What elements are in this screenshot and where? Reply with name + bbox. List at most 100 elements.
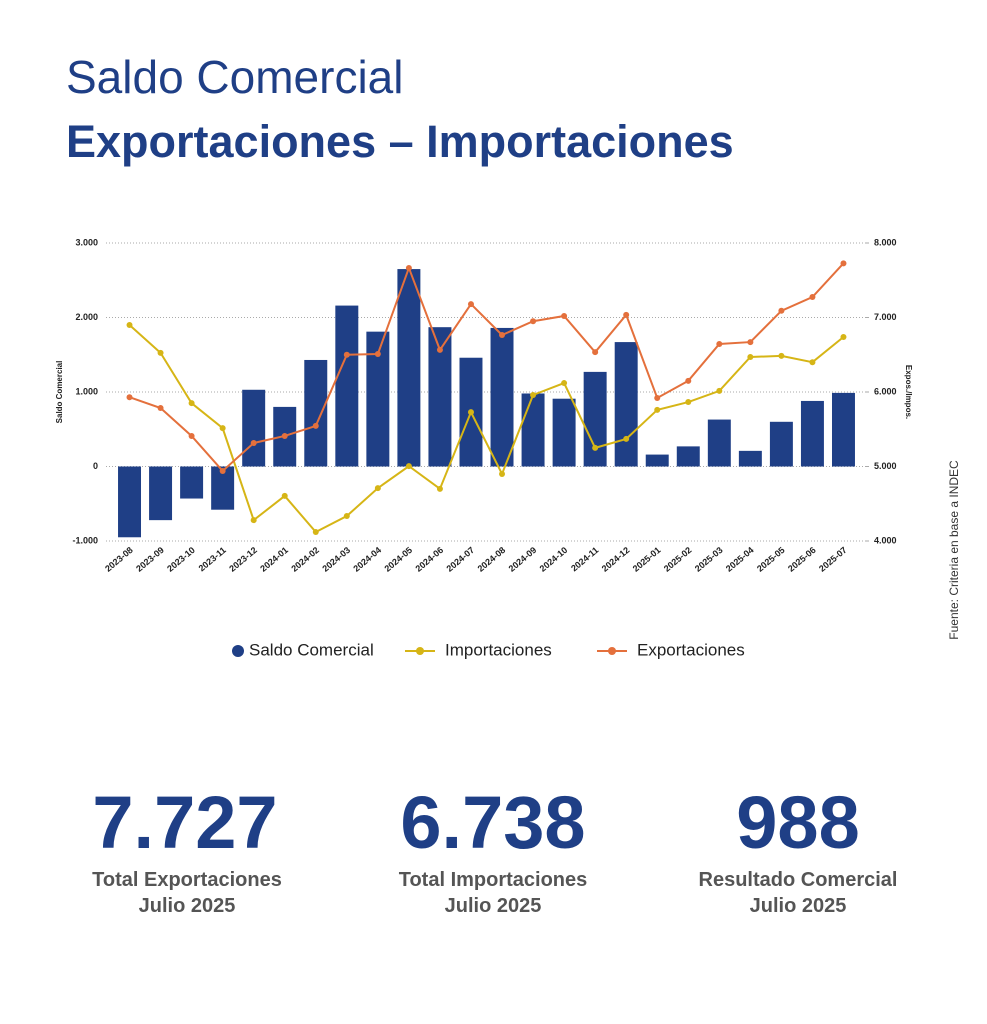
marker	[809, 294, 816, 301]
marker	[685, 399, 692, 406]
marker	[840, 260, 847, 267]
stat-label: Total Importaciones	[399, 869, 588, 891]
y-tick-label: 3.000	[75, 237, 98, 247]
legend-label: Importaciones	[445, 640, 552, 659]
bar	[428, 327, 452, 467]
marker	[281, 432, 288, 439]
marker	[716, 340, 723, 347]
y-tick-label: 2.000	[75, 312, 98, 322]
y2-tick-label: 4.000	[874, 535, 897, 545]
stat-period: Julio 2025	[445, 895, 542, 917]
marker	[250, 517, 257, 524]
marker	[623, 435, 630, 442]
marker	[188, 400, 195, 407]
marker	[219, 425, 226, 432]
bar	[645, 454, 669, 467]
bar	[211, 466, 235, 510]
bar	[676, 446, 700, 467]
bar	[335, 305, 359, 467]
marker	[126, 321, 133, 328]
marker	[467, 301, 474, 308]
legend-label: Exportaciones	[637, 640, 745, 659]
y-tick-label: 1.000	[75, 386, 98, 396]
y-tick-label: 0	[93, 461, 98, 471]
marker	[685, 377, 692, 384]
y2-tick-label: 6.000	[874, 386, 897, 396]
marker	[343, 351, 350, 358]
line	[129, 262, 845, 473]
marker	[374, 351, 381, 358]
stat-value: 7.727	[92, 781, 277, 864]
marker	[436, 346, 443, 353]
bar	[397, 269, 421, 467]
bar	[242, 389, 266, 467]
marker	[747, 339, 754, 346]
marker	[343, 513, 350, 520]
legend-marker	[232, 645, 244, 657]
stat: 6.738 Total Importaciones Julio 2025	[399, 781, 588, 917]
y2-tick-label: 8.000	[874, 237, 897, 247]
marker	[530, 391, 537, 398]
bar	[831, 392, 855, 467]
marker	[126, 394, 133, 401]
source: Fuente: Criteria en base a INDEC	[947, 460, 961, 640]
y2-tick-label: 7.000	[874, 312, 897, 322]
marker	[747, 353, 754, 360]
stat: 988 Resultado Comercial Julio 2025	[699, 781, 898, 917]
marker	[374, 485, 381, 492]
marker	[157, 349, 164, 356]
marker	[592, 349, 599, 356]
y2-tick-label: 5.000	[874, 461, 897, 471]
bar	[304, 359, 328, 467]
y-tick-label: -1.000	[72, 535, 98, 545]
marker	[312, 422, 319, 429]
marker	[499, 470, 506, 477]
legend-marker	[416, 647, 424, 655]
marker	[157, 405, 164, 412]
legend-marker	[608, 647, 616, 655]
marker	[405, 264, 412, 271]
bar	[738, 450, 762, 467]
stat-value: 988	[736, 781, 859, 864]
bar	[521, 393, 545, 467]
marker	[312, 529, 319, 536]
bar	[180, 466, 204, 499]
marker	[716, 387, 723, 394]
marker	[623, 311, 630, 318]
stat-period: Julio 2025	[139, 895, 236, 917]
bar	[118, 466, 142, 538]
marker	[840, 334, 847, 341]
marker	[219, 467, 226, 474]
marker	[530, 318, 537, 325]
marker	[778, 352, 785, 359]
bar	[583, 371, 607, 467]
marker	[778, 307, 785, 314]
y-axis-title: Saldo Comercial	[55, 361, 64, 424]
marker	[499, 332, 506, 339]
marker	[405, 463, 412, 470]
line	[128, 324, 845, 534]
marker	[250, 440, 257, 447]
bar	[800, 400, 824, 467]
legend-label: Saldo Comercial	[249, 640, 374, 659]
bar	[614, 342, 638, 467]
marker	[561, 313, 568, 320]
marker	[188, 432, 195, 439]
y2-axis-title: Expos./Impos.	[904, 365, 913, 419]
marker	[436, 485, 443, 492]
marker	[467, 409, 474, 416]
subtitle: Exportaciones – Importaciones	[66, 116, 734, 167]
bar	[707, 419, 731, 467]
marker	[654, 406, 661, 413]
bar	[149, 466, 173, 521]
stat: 7.727 Total Exportaciones Julio 2025	[92, 781, 282, 917]
marker	[809, 359, 816, 366]
marker	[561, 380, 568, 387]
marker	[592, 444, 599, 451]
bar	[552, 398, 576, 467]
stat-value: 6.738	[400, 781, 585, 864]
bar	[366, 331, 390, 467]
title: Saldo Comercial	[66, 51, 403, 103]
stat-label: Resultado Comercial	[699, 869, 898, 891]
marker	[281, 492, 288, 499]
